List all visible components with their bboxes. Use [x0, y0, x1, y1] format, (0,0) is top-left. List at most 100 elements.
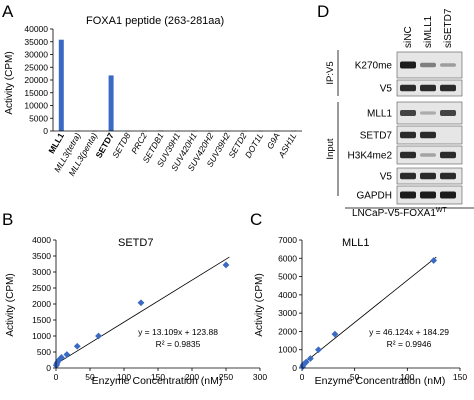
blot-band	[420, 131, 436, 139]
x-tick-label: 0	[54, 372, 59, 382]
blot-band	[400, 151, 416, 159]
blot-band	[420, 172, 436, 180]
cell-line-label: LNCaP-V5-FOXA1WT	[352, 207, 448, 219]
y-tick-label: 15000	[24, 88, 48, 98]
y-tick-label: 4000	[32, 235, 51, 245]
data-point	[137, 299, 145, 307]
chart-b-title: SETD7	[118, 237, 153, 249]
data-point	[55, 356, 63, 364]
chart-c-title: MLL1	[342, 237, 370, 249]
y-tick-label: 0	[43, 126, 48, 136]
blot-band	[440, 63, 456, 67]
y-tick-label: 2000	[32, 299, 51, 309]
chart-b-trendline	[55, 256, 230, 365]
data-point	[63, 351, 71, 358]
y-tick-label: 25000	[24, 62, 48, 72]
blot-strip	[396, 145, 463, 165]
blot-row-label: V5	[380, 172, 393, 183]
data-point	[58, 354, 65, 361]
y-tick-label: 2000	[278, 326, 297, 336]
blot-band	[420, 111, 436, 115]
x-tick-label: 50	[350, 372, 360, 382]
lane-label: siNC	[403, 26, 414, 48]
panel-label-d: D	[317, 2, 329, 21]
blot-band	[400, 131, 416, 139]
y-tick-label: 35000	[24, 37, 48, 47]
blot-band	[420, 84, 436, 92]
lane-label: siMLL1	[423, 15, 434, 48]
blot-row-label: K270me	[355, 61, 393, 72]
data-point	[430, 257, 438, 264]
panel-label-a: A	[2, 2, 14, 21]
x-tick-label: 100	[400, 372, 414, 382]
x-tick-label: 100	[117, 372, 131, 382]
blot-band	[400, 110, 416, 116]
input-group-label: Input	[325, 138, 336, 159]
data-point	[315, 346, 322, 354]
blot-row-label: V5	[380, 84, 393, 95]
cell-line-superscript: WT	[436, 207, 448, 214]
y-tick-label: 7000	[278, 235, 297, 245]
x-tick-label: 300	[253, 372, 267, 382]
blot-band	[420, 191, 436, 199]
y-tick-label: 6000	[278, 253, 297, 263]
chart-b-equation: y = 13.109x + 123.88	[138, 327, 218, 337]
y-tick-label: 5000	[278, 272, 297, 282]
blot-band	[400, 84, 416, 92]
blot-band	[420, 62, 436, 68]
blot-band	[440, 84, 456, 92]
blot-band	[400, 61, 416, 69]
y-tick-label: 0	[46, 363, 51, 373]
chart-c-trendline	[301, 256, 437, 365]
chart-c-ylabel: Activity (CPM)	[254, 273, 265, 336]
y-tick-label: 4000	[278, 290, 297, 300]
blot-band	[400, 191, 416, 199]
data-point	[95, 332, 102, 340]
x-tick-label: 150	[453, 372, 467, 382]
y-tick-label: 3000	[32, 267, 51, 277]
data-point	[302, 358, 310, 366]
data-point	[73, 342, 81, 350]
scatter-chart-c: MLL1 Activity (CPM) Enzyme Concentration…	[254, 235, 467, 387]
data-point	[307, 355, 314, 362]
y-tick-label: 20000	[24, 75, 48, 85]
bar	[108, 75, 114, 131]
blot-strip	[396, 101, 463, 125]
y-tick-label: 1000	[32, 331, 51, 341]
blot-row-label: MLL1	[367, 109, 392, 120]
bar-chart-a: FOXA1 peptide (263-281aa) Activity (CPM)…	[4, 15, 302, 178]
x-tick-label: 200	[185, 372, 199, 382]
y-tick-label: 500	[37, 347, 51, 357]
chart-b-r2: R² = 0.9835	[156, 339, 201, 349]
chart-c-equation: y = 46.124x + 184.29	[369, 327, 449, 337]
blot-band	[440, 110, 456, 116]
y-tick-label: 5000	[29, 113, 48, 123]
blot-row-label: H3K4me2	[348, 151, 393, 162]
panel-label-b: B	[2, 210, 13, 229]
blot-band	[420, 153, 436, 157]
blot-row-label: GAPDH	[356, 191, 392, 202]
x-tick-label: 50	[85, 372, 95, 382]
chart-b-xlabel: Enzyme Concentration (nM)	[92, 375, 223, 387]
y-tick-label: 40000	[24, 24, 48, 34]
chart-c-r2: R² = 0.9946	[387, 339, 432, 349]
y-tick-label: 1500	[32, 315, 51, 325]
chart-a-ylabel: Activity (CPM)	[4, 51, 15, 114]
ip-group-label: IP:V5	[325, 61, 336, 84]
y-tick-label: 10000	[24, 101, 48, 111]
blot-band	[440, 172, 456, 180]
y-tick-label: 1000	[278, 345, 297, 355]
blot-band	[440, 151, 456, 159]
chart-a-title: FOXA1 peptide (263-281aa)	[86, 15, 224, 27]
y-tick-label: 3000	[278, 308, 297, 318]
blot-row-label: SETD7	[360, 131, 393, 142]
x-tick-label: 250	[219, 372, 233, 382]
chart-b-ylabel: Activity (CPM)	[5, 273, 16, 336]
cell-line-name: LNCaP-V5-FOXA1	[352, 208, 436, 219]
y-tick-label: 3500	[32, 251, 51, 261]
blot-band	[400, 172, 416, 180]
y-tick-label: 30000	[24, 50, 48, 60]
blot-band	[440, 191, 456, 199]
scatter-chart-b: SETD7 Activity (CPM) Enzyme Concentratio…	[5, 235, 267, 387]
bar	[58, 39, 64, 131]
